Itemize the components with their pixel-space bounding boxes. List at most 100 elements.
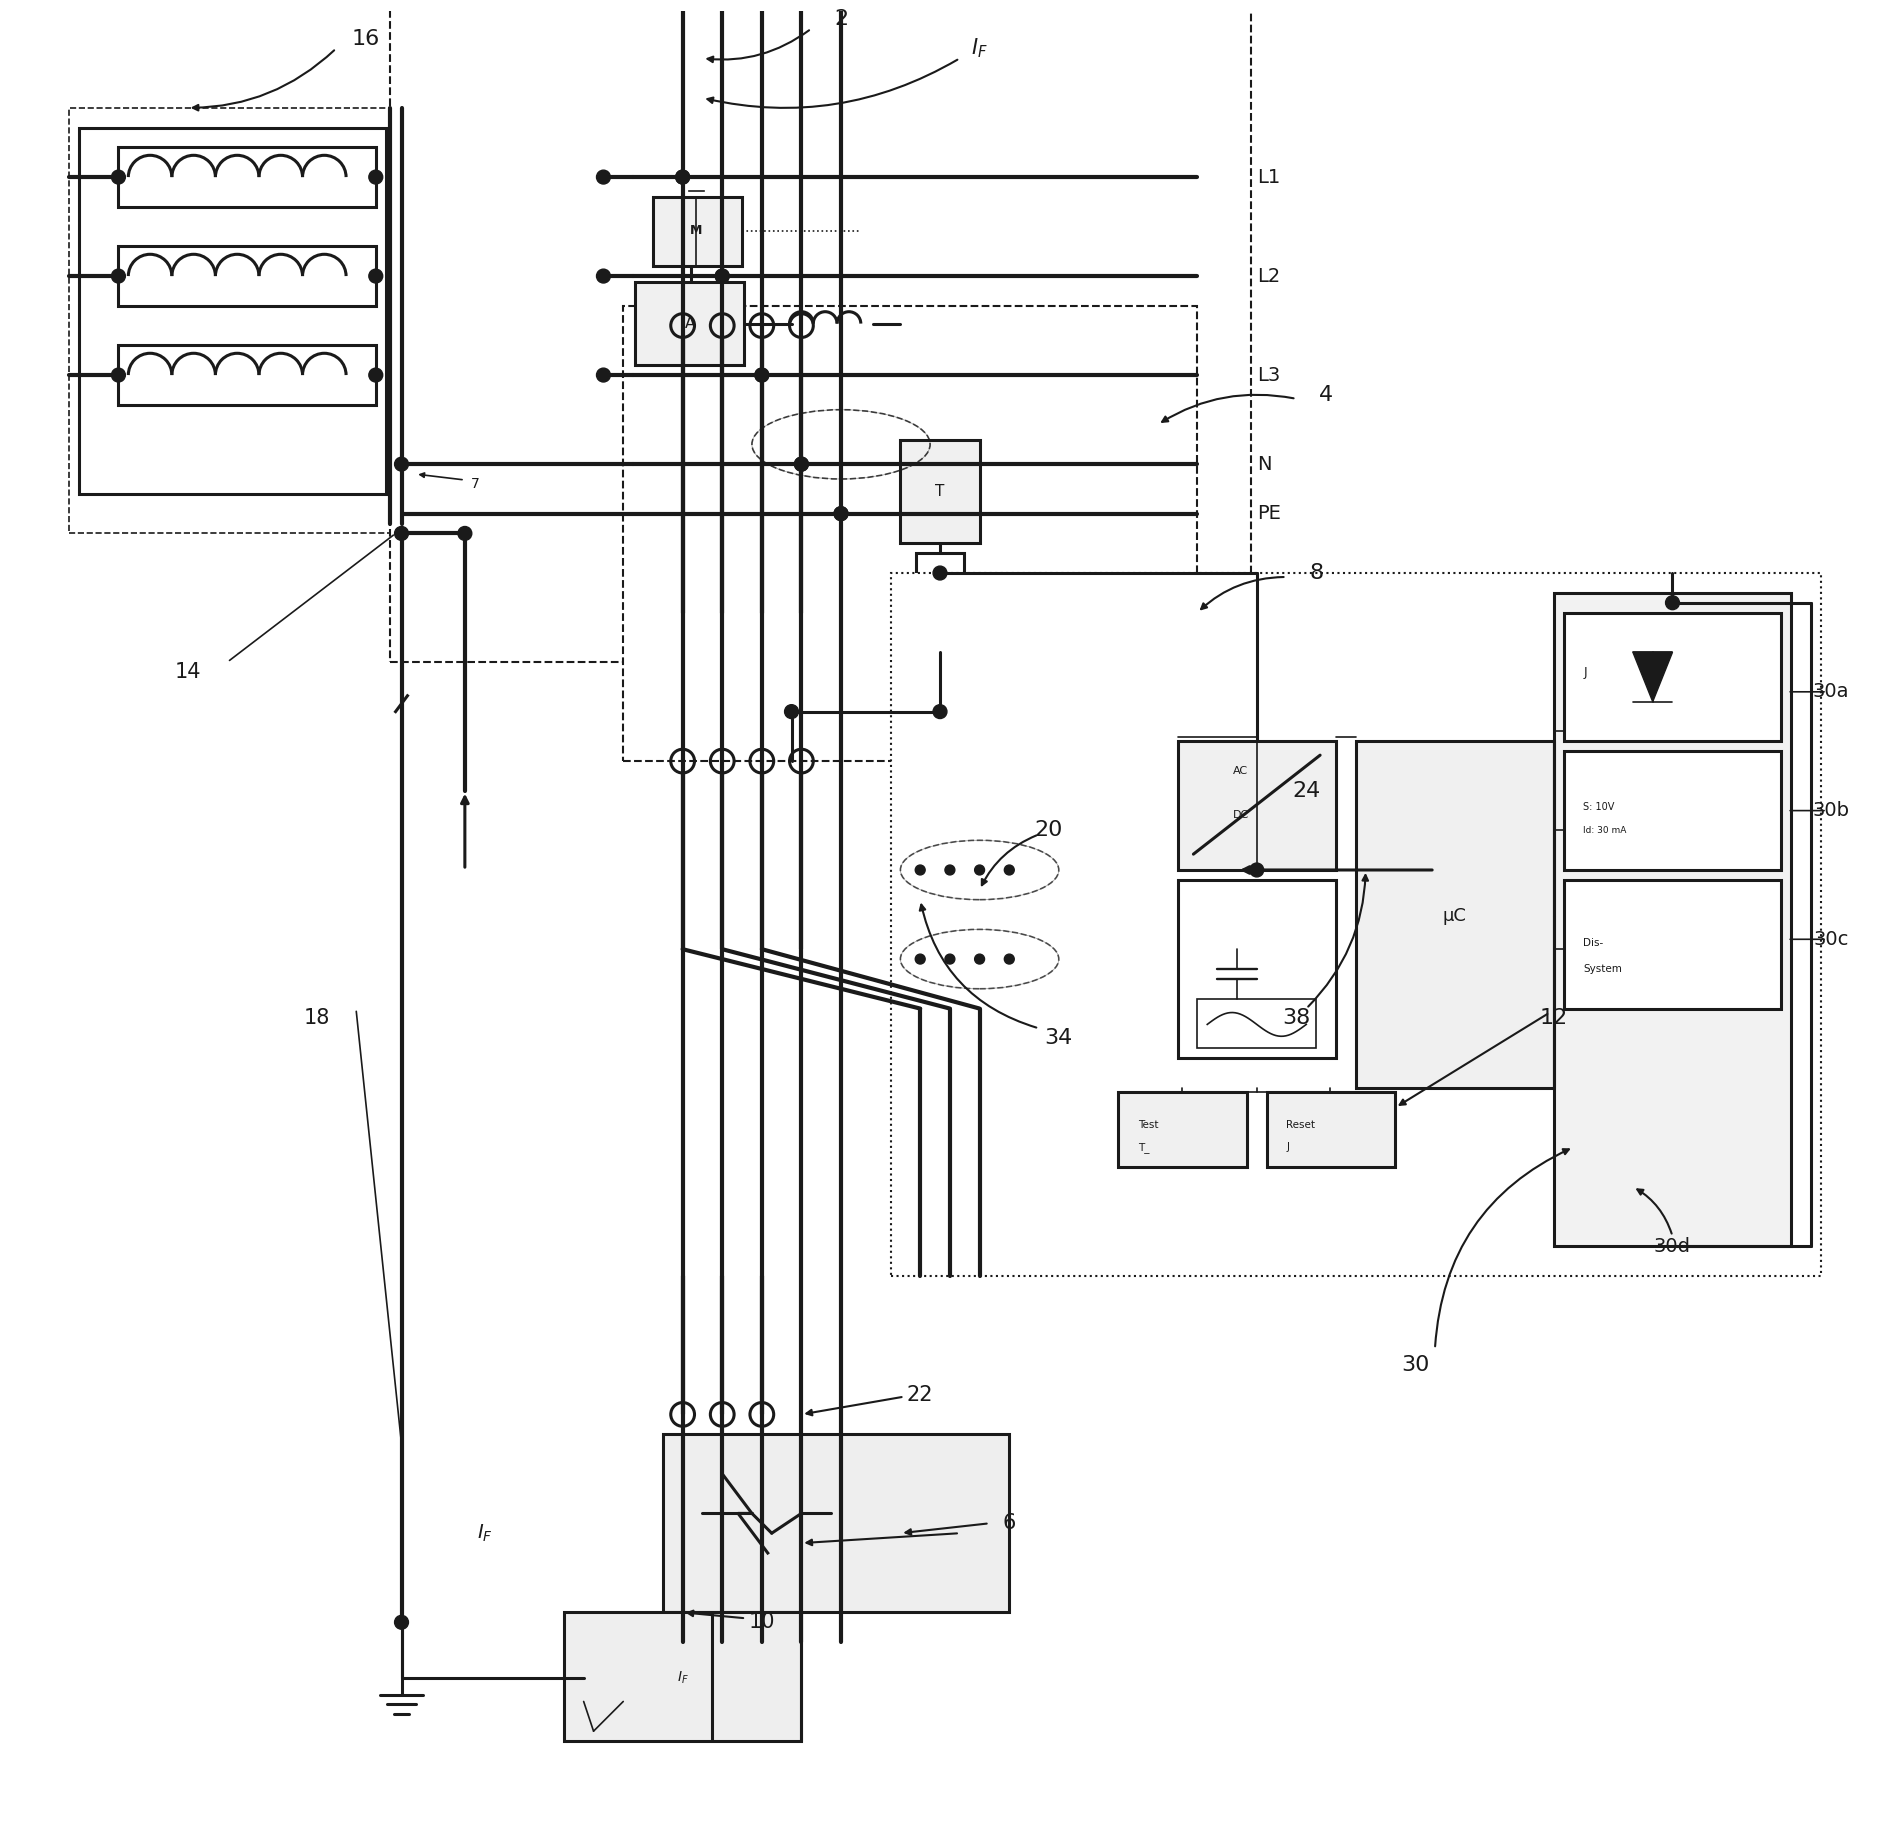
- Bar: [664, 1435, 1010, 1612]
- Text: 12: 12: [1540, 1008, 1568, 1029]
- Text: System: System: [1583, 964, 1622, 973]
- Text: 30d: 30d: [1654, 1237, 1690, 1256]
- Bar: [389, 127, 617, 493]
- Bar: [652, 198, 743, 266]
- Circle shape: [596, 170, 611, 185]
- Circle shape: [111, 170, 126, 185]
- Bar: [901, 440, 979, 543]
- Text: 18: 18: [303, 1008, 329, 1029]
- Bar: [1355, 741, 1553, 1088]
- Circle shape: [714, 270, 729, 283]
- Circle shape: [459, 526, 472, 541]
- Text: 16: 16: [352, 28, 380, 48]
- Text: N: N: [1256, 454, 1271, 473]
- Bar: [1564, 752, 1782, 870]
- Text: 24: 24: [1292, 781, 1320, 802]
- Circle shape: [111, 270, 126, 283]
- Text: L3: L3: [1256, 366, 1280, 384]
- Bar: [1119, 1092, 1246, 1167]
- Circle shape: [368, 170, 384, 185]
- Bar: [406, 345, 603, 404]
- Text: M: M: [690, 223, 703, 236]
- Circle shape: [1004, 955, 1013, 964]
- Text: 6: 6: [1002, 1513, 1015, 1533]
- Text: $I_F$: $I_F$: [478, 1522, 493, 1544]
- Bar: [1553, 593, 1792, 1247]
- Circle shape: [932, 565, 948, 580]
- Text: 34: 34: [1045, 1029, 1073, 1049]
- Text: Test: Test: [1137, 1121, 1158, 1130]
- Circle shape: [795, 458, 808, 471]
- Bar: [1177, 741, 1337, 870]
- Circle shape: [974, 955, 985, 964]
- Text: T_: T_: [1137, 1141, 1149, 1153]
- Bar: [1198, 999, 1316, 1047]
- Circle shape: [1250, 863, 1263, 877]
- Bar: [406, 148, 603, 207]
- Text: AC: AC: [1233, 767, 1248, 776]
- Text: DC: DC: [1233, 809, 1248, 820]
- Bar: [79, 127, 385, 493]
- Text: Id: 30 mA: Id: 30 mA: [1583, 826, 1626, 835]
- Circle shape: [675, 170, 690, 185]
- Circle shape: [368, 270, 384, 283]
- Bar: [1564, 613, 1782, 741]
- Bar: [916, 554, 964, 652]
- Text: PE: PE: [1256, 504, 1280, 523]
- Text: 7: 7: [470, 477, 479, 491]
- Circle shape: [916, 955, 925, 964]
- Circle shape: [1004, 864, 1013, 875]
- Bar: [635, 283, 744, 366]
- Circle shape: [932, 706, 948, 718]
- Text: 2: 2: [835, 9, 848, 30]
- Text: 30: 30: [1401, 1356, 1429, 1374]
- Bar: [70, 107, 634, 534]
- Bar: [389, 0, 1250, 661]
- Text: L2: L2: [1256, 266, 1280, 286]
- Circle shape: [675, 170, 690, 185]
- Circle shape: [368, 368, 384, 382]
- Text: $I_F$: $I_F$: [972, 37, 989, 61]
- Circle shape: [1666, 597, 1679, 610]
- Bar: [564, 1612, 801, 1742]
- Circle shape: [714, 270, 729, 283]
- Text: S: 10V: S: 10V: [1583, 802, 1615, 811]
- Bar: [1267, 1092, 1395, 1167]
- Text: A: A: [686, 316, 696, 331]
- Polygon shape: [1634, 652, 1673, 702]
- Text: $I_F$: $I_F$: [677, 1670, 688, 1686]
- Text: 8: 8: [1308, 563, 1324, 584]
- Bar: [1177, 879, 1337, 1058]
- Circle shape: [111, 368, 126, 382]
- Text: J: J: [1286, 1141, 1290, 1153]
- Text: 38: 38: [1282, 1008, 1310, 1029]
- Text: 30a: 30a: [1812, 682, 1850, 702]
- Circle shape: [946, 955, 955, 964]
- Circle shape: [974, 864, 985, 875]
- Bar: [118, 148, 376, 207]
- Text: 20: 20: [1034, 820, 1062, 840]
- Circle shape: [835, 506, 848, 521]
- Text: 10: 10: [748, 1612, 775, 1633]
- Circle shape: [756, 368, 769, 382]
- Bar: [891, 573, 1822, 1276]
- Bar: [1564, 879, 1782, 1008]
- Bar: [118, 345, 376, 404]
- Bar: [624, 307, 1198, 761]
- Text: 14: 14: [175, 661, 201, 682]
- Bar: [118, 246, 376, 307]
- Text: 30c: 30c: [1812, 929, 1848, 949]
- Circle shape: [756, 368, 769, 382]
- Circle shape: [795, 458, 808, 471]
- Circle shape: [596, 270, 611, 283]
- Text: L1: L1: [1256, 168, 1280, 187]
- Text: J: J: [1583, 665, 1587, 678]
- Text: 30b: 30b: [1812, 802, 1850, 820]
- Circle shape: [835, 506, 848, 521]
- Circle shape: [946, 864, 955, 875]
- Circle shape: [596, 368, 611, 382]
- Circle shape: [395, 1616, 408, 1629]
- Circle shape: [395, 526, 408, 541]
- Circle shape: [395, 458, 408, 471]
- Text: Reset: Reset: [1286, 1121, 1316, 1130]
